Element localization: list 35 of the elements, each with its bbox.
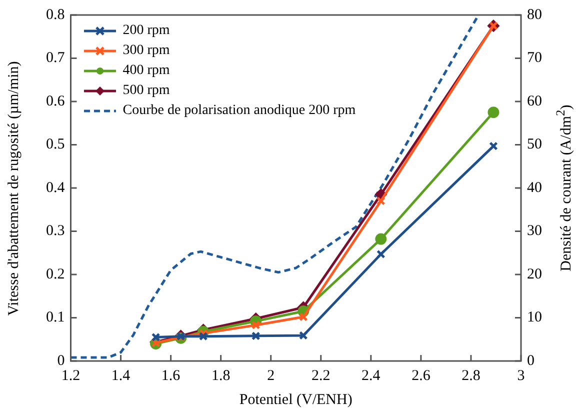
- x-tick-label: 2.6: [412, 368, 431, 384]
- y-tick-label: 0: [57, 352, 65, 369]
- x-axis-title: Potentiel (V/ENH): [239, 392, 352, 408]
- y-tick-label: 0.2: [46, 266, 65, 282]
- y-tick-label: 0.3: [46, 223, 65, 240]
- x-tick-label: 3: [517, 368, 525, 384]
- y2-tick-label: 30: [527, 223, 542, 240]
- y-tick-label: 0.1: [46, 310, 65, 326]
- x-tick-label: 1.4: [111, 368, 131, 384]
- legend-label: 200 rpm: [122, 22, 170, 40]
- legend-label: 300 rpm: [122, 42, 170, 60]
- y2-tick-label: 50: [527, 136, 542, 153]
- legend-label: 400 rpm: [122, 62, 170, 80]
- y-tick-label: 0.4: [46, 180, 66, 196]
- x-tick-label: 1.2: [61, 368, 80, 384]
- y2-tick-label: 80: [527, 6, 542, 23]
- y-axis-title: Vitesse d'abattement de rugosité (µm/min): [5, 60, 22, 316]
- y2-tick-label: 40: [527, 180, 542, 196]
- y2-tick-label: 10: [527, 310, 542, 326]
- y-tick-label: 0.8: [46, 6, 65, 23]
- y2-tick-label: 70: [527, 50, 542, 66]
- y-tick-label: 0.5: [46, 136, 65, 153]
- legend-label: 500 rpm: [122, 82, 170, 100]
- x-tick-label: 1.8: [211, 368, 230, 384]
- legend-label: Courbe de polarisation anodique 200 rpm: [122, 102, 356, 120]
- y-tick-label: 0.6: [46, 93, 66, 110]
- y2-tick-label: 20: [527, 266, 542, 282]
- y2-tick-label: 0: [527, 352, 534, 369]
- x-tick-label: 2.4: [362, 368, 381, 384]
- x-tick-label: 2.8: [462, 368, 480, 384]
- x-tick-label: 2: [267, 368, 275, 384]
- x-tick-label: 1.6: [161, 368, 181, 384]
- y-tick-label: 0.7: [46, 50, 66, 66]
- y2-tick-label: 60: [527, 93, 542, 110]
- x-tick-label: 2.2: [312, 368, 330, 384]
